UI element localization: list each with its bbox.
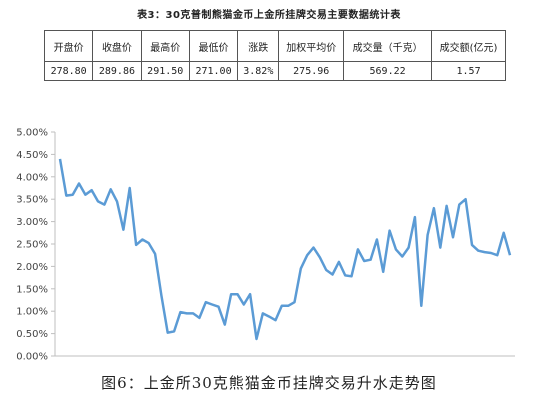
- stats-table: 开盘价 收盘价 最高价 最低价 涨跌 加权平均价 成交量（千克） 成交额(亿元)…: [43, 30, 506, 81]
- series-line-0: [58, 158, 512, 341]
- y-tick-label: 5.00%: [16, 128, 48, 139]
- header-low-price: 最低价: [188, 30, 239, 62]
- header-turnover: 成交额(亿元): [431, 30, 506, 62]
- y-tick-label: 1.00%: [16, 307, 48, 318]
- header-volume: 成交量（千克）: [343, 30, 433, 62]
- y-tick-label: 2.50%: [16, 240, 48, 251]
- header-close-price: 收盘价: [92, 30, 142, 62]
- value-low-price: 271.00: [188, 61, 239, 81]
- stats-header-row: 开盘价 收盘价 最高价 最低价 涨跌 加权平均价 成交量（千克） 成交额(亿元): [43, 30, 506, 62]
- y-tick-label: 2.00%: [16, 262, 48, 273]
- header-change: 涨跌: [237, 30, 280, 62]
- y-tick-label: 4.50%: [16, 150, 48, 161]
- y-tick-label: 0.50%: [16, 329, 48, 340]
- value-volume: 569.22: [343, 61, 433, 81]
- header-open-price: 开盘价: [43, 30, 94, 62]
- value-high-price: 291.50: [140, 61, 190, 81]
- value-open-price: 278.80: [43, 61, 94, 81]
- header-weighted-avg: 加权平均价: [278, 30, 345, 62]
- value-close-price: 289.86: [92, 61, 142, 81]
- stats-value-row: 278.80 289.86 291.50 271.00 3.82% 275.96…: [43, 61, 506, 81]
- value-turnover: 1.57: [431, 61, 506, 81]
- y-tick-label: 0.00%: [16, 352, 48, 363]
- y-axis: 0.00% 0.50% 1.00% 1.50% 2.00% 2.50% 3.00% 3.50%…: [16, 128, 515, 363]
- series-layer: [58, 158, 512, 341]
- y-tick-label: 1.50%: [16, 284, 48, 295]
- y-tick-label: 3.50%: [16, 195, 48, 206]
- table-caption: 表3：30克普制熊猫金币上金所挂牌交易主要数据统计表: [137, 10, 401, 21]
- figure-caption: 图6：上金所30克熊猫金币挂牌交易升水走势图: [101, 374, 437, 392]
- y-tick-label: 4.00%: [16, 172, 48, 183]
- y-tick-label: 3.00%: [16, 217, 48, 228]
- value-weighted-avg: 275.96: [278, 61, 345, 81]
- value-change: 3.82%: [237, 61, 280, 81]
- premium-line-chart: 0.00% 0.50% 1.00% 1.50% 2.00% 2.50% 3.00% 3.50%…: [16, 128, 515, 363]
- header-high-price: 最高价: [140, 30, 190, 62]
